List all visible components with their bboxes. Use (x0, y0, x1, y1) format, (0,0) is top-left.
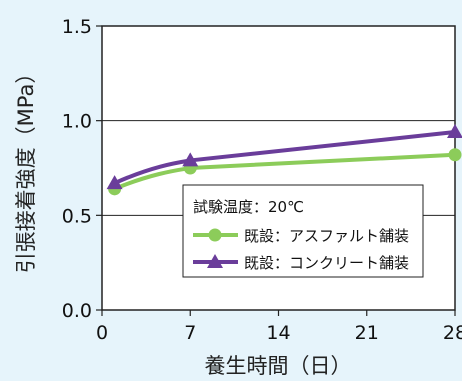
data-point-1 (447, 124, 462, 139)
legend-marker-asphalt (208, 228, 222, 242)
legend-label-asphalt: 既設：アスファルト舗装 (244, 227, 409, 245)
legend-title: 試験温度：20℃ (193, 198, 304, 216)
data-point-1 (182, 152, 199, 167)
x-tick-label: 7 (184, 322, 196, 344)
x-tick-label: 14 (266, 322, 290, 344)
x-tick-label: 0 (96, 322, 108, 344)
x-tick-label: 21 (355, 322, 379, 344)
y-axis-title: 引張接着強度（MPa） (14, 63, 38, 274)
legend: 試験温度：20℃ 既設：アスファルト舗装 既設：コンクリート舗装 (182, 184, 424, 278)
y-tick-label: 1.0 (62, 111, 92, 133)
legend-marker-concrete (207, 254, 223, 268)
x-axis-title: 養生時間（日） (205, 354, 352, 378)
data-point-1 (106, 175, 123, 190)
data-point-0 (448, 148, 462, 162)
y-tick-label: 0.0 (62, 300, 92, 322)
y-tick-label: 0.5 (62, 205, 92, 227)
x-tick-label: 28 (443, 322, 462, 344)
legend-label-concrete: 既設：コンクリート舗装 (244, 254, 409, 272)
y-tick-label: 1.5 (62, 16, 92, 38)
